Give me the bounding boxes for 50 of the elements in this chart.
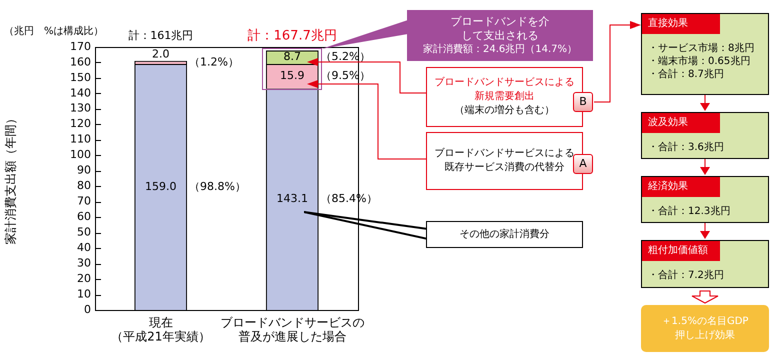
y-tick-label: 90	[77, 164, 91, 177]
data-label: 143.1	[276, 192, 308, 206]
data-label: 2.0	[152, 47, 170, 60]
total-label: 計：161兆円	[128, 28, 194, 42]
y-tick-label: 40	[77, 240, 91, 254]
text: 家計消費額：24.6兆円（14.7%）	[422, 42, 578, 56]
text: ・端末市場：0.65兆円	[648, 55, 752, 68]
annotation: （1.2%）	[189, 55, 240, 68]
annotation: （98.8%）	[189, 180, 246, 193]
y-tick-label: 60	[77, 210, 91, 224]
text: 経済効果	[642, 177, 720, 197]
y-tick-label: 80	[77, 179, 91, 192]
text: ブロードバンドを介して支出される	[450, 14, 550, 42]
total-label: 計：167.7兆円	[248, 28, 337, 44]
y-tick-label: 140	[70, 86, 91, 100]
data-label: 8.7	[284, 50, 301, 64]
x-tick-label: ブロードバンドサービスの普及が進展した場合	[220, 315, 364, 344]
text: ・合計：8.7兆円	[648, 68, 725, 81]
y-tick-label: 120	[70, 117, 91, 130]
text: 粗付加価値額	[642, 241, 720, 261]
text: その他の家計消費分	[426, 221, 583, 248]
y-tick-label: 150	[70, 70, 91, 84]
y-tick-label: 130	[70, 102, 91, 115]
y-tick-label: 160	[70, 55, 91, 68]
text: ・サービス市場：8兆円	[648, 42, 756, 55]
y-tick-label: 170	[70, 40, 91, 53]
y-tick-label: 20	[77, 272, 91, 285]
data-label: 159.0	[145, 180, 176, 193]
y-tick-label: 0	[84, 302, 91, 316]
text: ・合計：12.3兆円	[648, 205, 732, 218]
text: A	[573, 154, 593, 174]
text: ・合計：3.6兆円	[648, 141, 725, 154]
y-tick-label: 110	[70, 132, 91, 146]
text: （兆円 %は構成比）	[4, 24, 104, 38]
y-tick-label: 10	[77, 287, 91, 300]
text: （端末の増分も含む）	[454, 104, 554, 118]
text: 波及効果	[642, 113, 720, 133]
text: ・合計：7.2兆円	[648, 269, 725, 282]
y-tick-label: 100	[70, 148, 91, 162]
text: ブロードバンドサービスによる新規需要創出	[434, 76, 574, 104]
text: ＋1.5%の名目GDP押し上げ効果	[660, 314, 750, 342]
text: 直接効果	[642, 14, 720, 34]
text: ブロードバンドサービスによる既存サービス消費の代替分	[434, 147, 574, 175]
y-tick-label: 30	[77, 256, 91, 270]
x-tick-label: 現在（平成21年実績）	[111, 315, 210, 344]
y-tick-label: 70	[77, 194, 91, 208]
text: B	[573, 92, 593, 112]
y-axis-title: 家計消費支出額（年間）	[3, 112, 18, 244]
y-tick-label: 50	[77, 226, 91, 239]
data-label: 15.9	[280, 69, 304, 82]
